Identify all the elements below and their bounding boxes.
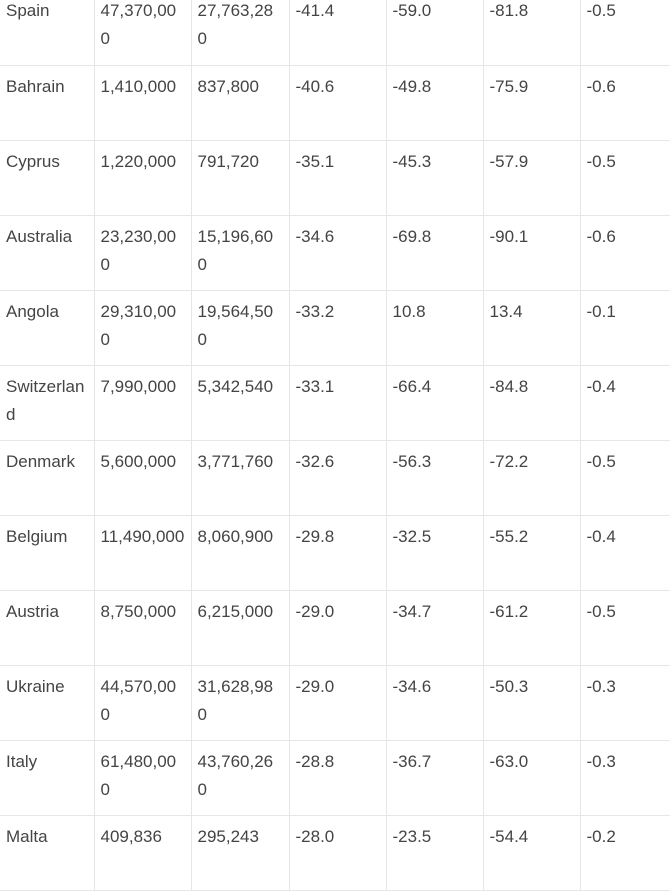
change-b-cell: -56.3	[386, 440, 484, 516]
country-cell: Spain	[0, 0, 95, 66]
change-a-cell: -35.1	[289, 140, 387, 216]
table-row: Ukraine 44,570,000 31,628,980 -29.0 -34.6 -50…	[0, 665, 670, 741]
table-row: Belgium 11,490,000 8,060,900 -29.8 -32.5 -55.…	[0, 515, 670, 591]
change-a-cell: -33.2	[289, 290, 387, 366]
change-a-cell: -28.0	[289, 815, 387, 891]
change-c-cell: -90.1	[483, 215, 581, 291]
value-a-cell: 44,570,000	[94, 665, 192, 741]
value-b-cell: 43,760,260	[191, 740, 290, 816]
value-a-cell: 7,990,000	[94, 365, 192, 441]
index-cell: -0.3	[580, 740, 670, 816]
change-c-cell: -61.2	[483, 590, 581, 666]
index-cell: -0.4	[580, 515, 670, 591]
change-a-cell: -33.1	[289, 365, 387, 441]
change-b-cell: -45.3	[386, 140, 484, 216]
country-cell: Switzerland	[0, 365, 95, 441]
change-b-cell: 10.8	[386, 290, 484, 366]
value-a-cell: 11,490,000	[94, 515, 192, 591]
change-a-cell: -28.8	[289, 740, 387, 816]
change-c-cell: -57.9	[483, 140, 581, 216]
change-a-cell: -29.8	[289, 515, 387, 591]
country-cell: Australia	[0, 215, 95, 291]
country-cell: Bahrain	[0, 65, 95, 141]
value-a-cell: 47,370,000	[94, 0, 192, 66]
value-b-cell: 31,628,980	[191, 665, 290, 741]
table-row: Cyprus 1,220,000 791,720 -35.1 -45.3 -57.9 -0.…	[0, 140, 670, 216]
value-a-cell: 8,750,000	[94, 590, 192, 666]
value-b-cell: 5,342,540	[191, 365, 290, 441]
index-cell: -0.1	[580, 290, 670, 366]
change-c-cell: -75.9	[483, 65, 581, 141]
value-a-cell: 61,480,000	[94, 740, 192, 816]
index-cell: -0.4	[580, 365, 670, 441]
country-cell: Ukraine	[0, 665, 95, 741]
change-b-cell: -32.5	[386, 515, 484, 591]
change-c-cell: -55.2	[483, 515, 581, 591]
change-b-cell: -36.7	[386, 740, 484, 816]
index-cell: -0.5	[580, 140, 670, 216]
table-row: Australia 23,230,000 15,196,600 -34.6 -69.8-…	[0, 215, 670, 291]
value-b-cell: 3,771,760	[191, 440, 290, 516]
change-c-cell: -54.4	[483, 815, 581, 891]
change-a-cell: -40.6	[289, 65, 387, 141]
change-c-cell: -63.0	[483, 740, 581, 816]
value-a-cell: 409,836	[94, 815, 192, 891]
country-cell: Cyprus	[0, 140, 95, 216]
change-b-cell: -23.5	[386, 815, 484, 891]
change-b-cell: -69.8	[386, 215, 484, 291]
table-row: Angola 29,310,000 19,564,500 -33.2 10.8 13.4-…	[0, 290, 670, 366]
index-cell: -0.5	[580, 0, 670, 66]
value-a-cell: 1,410,000	[94, 65, 192, 141]
country-cell: Belgium	[0, 515, 95, 591]
table-row: Switzerland 7,990,000 5,342,540 -33.1 -66.4-…	[0, 365, 670, 441]
change-c-cell: -50.3	[483, 665, 581, 741]
change-b-cell: -66.4	[386, 365, 484, 441]
country-cell: Italy	[0, 740, 95, 816]
value-b-cell: 19,564,500	[191, 290, 290, 366]
index-cell: -0.3	[580, 665, 670, 741]
value-b-cell: 8,060,900	[191, 515, 290, 591]
table-row: Spain 47,370,000 27,763,280 -41.4 -59.0 -81.8…	[0, 0, 670, 66]
index-cell: -0.2	[580, 815, 670, 891]
change-c-cell: -81.8	[483, 0, 581, 66]
change-a-cell: -29.0	[289, 665, 387, 741]
index-cell: -0.5	[580, 440, 670, 516]
value-a-cell: 23,230,000	[94, 215, 192, 291]
change-a-cell: -32.6	[289, 440, 387, 516]
country-cell: Malta	[0, 815, 95, 891]
change-b-cell: -34.6	[386, 665, 484, 741]
change-b-cell: -49.8	[386, 65, 484, 141]
table-row: Denmark 5,600,000 3,771,760 -32.6 -56.3 -72.2…	[0, 440, 670, 516]
change-a-cell: -41.4	[289, 0, 387, 66]
change-b-cell: -59.0	[386, 0, 484, 66]
country-cell: Austria	[0, 590, 95, 666]
index-cell: -0.6	[580, 65, 670, 141]
value-a-cell: 1,220,000	[94, 140, 192, 216]
index-cell: -0.6	[580, 215, 670, 291]
value-b-cell: 15,196,600	[191, 215, 290, 291]
value-b-cell: 791,720	[191, 140, 290, 216]
table-row: Austria 8,750,000 6,215,000 -29.0 -34.7 -61.2…	[0, 590, 670, 666]
change-a-cell: -29.0	[289, 590, 387, 666]
change-c-cell: -84.8	[483, 365, 581, 441]
country-cell: Angola	[0, 290, 95, 366]
value-b-cell: 27,763,280	[191, 0, 290, 66]
change-c-cell: 13.4	[483, 290, 581, 366]
change-b-cell: -34.7	[386, 590, 484, 666]
index-cell: -0.5	[580, 590, 670, 666]
value-a-cell: 29,310,000	[94, 290, 192, 366]
table-row: Italy 61,480,000 43,760,260 -28.8 -36.7 -63.0…	[0, 740, 670, 816]
change-a-cell: -34.6	[289, 215, 387, 291]
change-c-cell: -72.2	[483, 440, 581, 516]
table-row: Bahrain 1,410,000 837,800 -40.6 -49.8 -75.9 -0…	[0, 65, 670, 141]
value-b-cell: 837,800	[191, 65, 290, 141]
value-a-cell: 5,600,000	[94, 440, 192, 516]
value-b-cell: 6,215,000	[191, 590, 290, 666]
country-cell: Denmark	[0, 440, 95, 516]
table-row: Malta 409,836 295,243 -28.0 -23.5 -54.4 -0.2	[0, 815, 670, 891]
value-b-cell: 295,243	[191, 815, 290, 891]
